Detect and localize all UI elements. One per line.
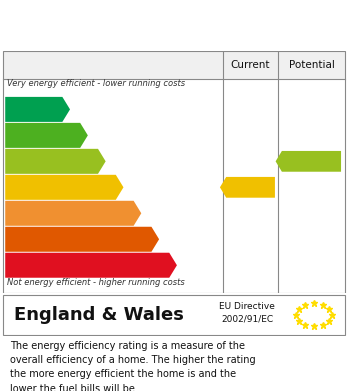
Text: B: B (68, 128, 78, 142)
Text: (55-68): (55-68) (9, 183, 39, 192)
Text: The energy efficiency rating is a measure of the
overall efficiency of a home. T: The energy efficiency rating is a measur… (10, 341, 256, 391)
Text: G: G (156, 258, 167, 272)
Text: (1-20): (1-20) (9, 261, 33, 270)
Text: C: C (86, 154, 96, 169)
Text: Potential: Potential (288, 60, 334, 70)
Text: F: F (140, 232, 150, 246)
Text: (69-80): (69-80) (9, 157, 39, 166)
Polygon shape (5, 175, 124, 200)
Text: (21-38): (21-38) (9, 235, 39, 244)
Text: E: E (122, 206, 132, 220)
Polygon shape (5, 227, 159, 252)
Polygon shape (5, 253, 177, 278)
Text: A: A (50, 102, 61, 117)
Polygon shape (5, 201, 141, 226)
Text: (92-100): (92-100) (9, 105, 44, 114)
Text: Energy Efficiency Rating: Energy Efficiency Rating (60, 16, 288, 34)
Text: (81-91): (81-91) (9, 131, 39, 140)
Text: Very energy efficient - lower running costs: Very energy efficient - lower running co… (7, 79, 185, 88)
Text: England & Wales: England & Wales (14, 306, 184, 324)
Polygon shape (5, 97, 70, 122)
Text: D: D (103, 180, 114, 194)
Polygon shape (5, 123, 88, 148)
Text: Not energy efficient - higher running costs: Not energy efficient - higher running co… (7, 278, 185, 287)
Bar (3, 51, 345, 79)
Text: (39-54): (39-54) (9, 209, 39, 218)
Polygon shape (5, 149, 106, 174)
Text: 55: 55 (244, 180, 264, 194)
Text: EU Directive
2002/91/EC: EU Directive 2002/91/EC (219, 302, 275, 323)
Polygon shape (276, 151, 341, 172)
Text: Current: Current (231, 60, 270, 70)
Text: 77: 77 (305, 154, 325, 169)
Polygon shape (220, 177, 275, 198)
